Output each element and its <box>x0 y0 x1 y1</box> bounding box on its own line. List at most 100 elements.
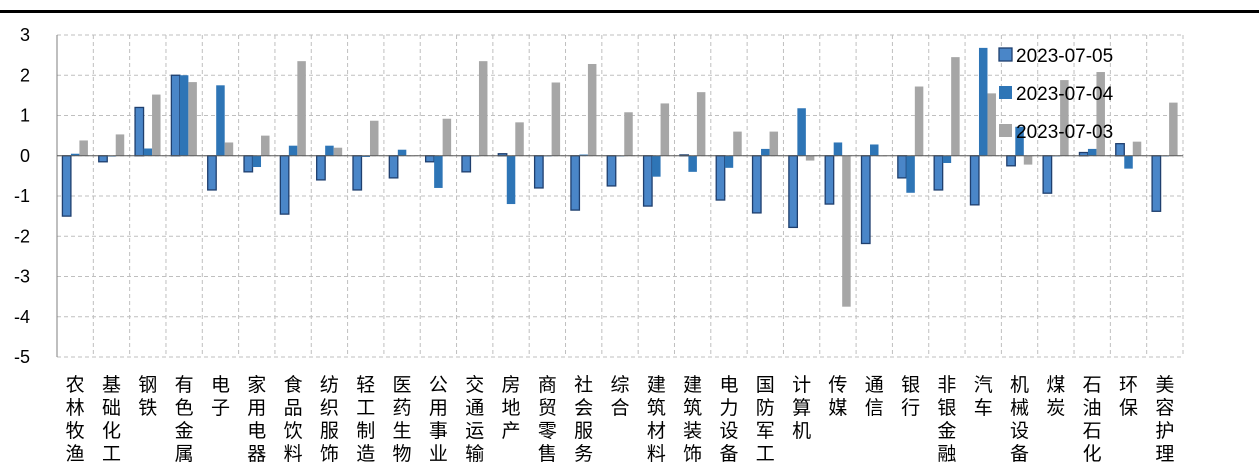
gridlines <box>56 34 1184 358</box>
bar-2023-07-05 <box>461 155 472 173</box>
bar-2023-07-03 <box>442 118 452 156</box>
bar-2023-07-04 <box>216 85 225 156</box>
bar-2023-07-05 <box>424 155 435 163</box>
category-label: 医药生物 <box>393 374 412 465</box>
category-label: 电子 <box>211 374 230 419</box>
bar-2023-07-05 <box>207 155 217 191</box>
y-tick-label: 1 <box>20 106 30 126</box>
bar-2023-07-05 <box>788 155 799 229</box>
bar-2023-07-04 <box>942 155 952 163</box>
bar-2023-07-04 <box>906 155 915 193</box>
bar-2023-07-03 <box>551 82 561 156</box>
category-label: 机械设备 <box>1010 374 1029 465</box>
legend-swatch <box>999 124 1012 137</box>
bar-2023-07-03 <box>805 155 815 161</box>
bar-2023-07-03 <box>369 120 379 156</box>
bar-2023-07-05 <box>933 155 944 191</box>
category-label: 煤炭 <box>1046 374 1065 419</box>
bar-2023-07-04 <box>434 155 443 188</box>
bar-2023-07-04 <box>325 145 334 156</box>
bar-2023-07-03 <box>261 135 270 156</box>
legend: 2023-07-05 2023-07-04 2023-07-03 <box>998 46 1114 143</box>
bar-2023-07-03 <box>587 63 597 156</box>
bar-2023-07-05 <box>352 155 363 191</box>
y-axis-tick-labels: 3 2 1 0 -1 -2 -3 -4 -5 <box>14 25 30 367</box>
bar-2023-07-03 <box>624 112 633 156</box>
bar-2023-07-04 <box>1124 155 1133 169</box>
bar-2023-07-05 <box>751 155 762 214</box>
bar-2023-07-04 <box>761 148 770 156</box>
category-label: 农林牧渔 <box>66 374 85 465</box>
category-label: 钢铁 <box>138 374 157 419</box>
bar-2023-07-05 <box>860 155 871 245</box>
bar-2023-07-03 <box>515 122 524 156</box>
legend-swatch <box>998 47 1013 62</box>
bar-2023-07-04 <box>724 155 734 168</box>
y-tick-label: 0 <box>20 146 30 166</box>
legend-swatch <box>999 86 1012 99</box>
bar-2023-07-05 <box>715 155 726 201</box>
bar-2023-07-03 <box>152 94 161 156</box>
category-label: 建筑材料 <box>647 374 666 465</box>
legend-label: 2023-07-03 <box>1016 122 1113 143</box>
legend-label: 2023-07-04 <box>1016 84 1114 105</box>
bar-2023-07-05 <box>170 74 181 157</box>
category-label: 基础化工 <box>102 374 121 465</box>
y-tick-label: -2 <box>14 226 30 246</box>
category-label: 通信 <box>865 374 884 419</box>
category-label: 公用事业 <box>429 374 448 465</box>
category-label: 房地产 <box>502 374 521 442</box>
category-label: 环保 <box>1119 374 1138 419</box>
bar-2023-07-05 <box>61 155 72 217</box>
top-border-line <box>0 10 1259 13</box>
bar-2023-07-03 <box>1023 155 1033 165</box>
category-label: 社会服务 <box>574 374 593 465</box>
bar-2023-07-04 <box>143 148 153 156</box>
bar-2023-07-05 <box>316 155 326 181</box>
bar-2023-07-05 <box>388 155 399 179</box>
bar-2023-07-03 <box>660 103 670 156</box>
bar-2023-07-03 <box>478 61 488 156</box>
bar-2023-07-04 <box>579 154 588 156</box>
category-label: 轻工制造 <box>356 374 375 465</box>
bar-2023-07-03 <box>842 155 851 307</box>
bar-2023-07-03 <box>224 142 234 156</box>
category-label: 建筑装饰 <box>683 374 702 465</box>
bar-2023-07-03 <box>1132 141 1142 156</box>
bar-2023-07-04 <box>1087 148 1097 156</box>
bar-2023-07-04 <box>833 142 843 156</box>
bar-2023-07-03 <box>769 131 779 156</box>
bar-2023-07-05 <box>98 155 108 163</box>
bar-2023-07-04 <box>506 155 516 205</box>
bar-2023-07-03 <box>733 131 742 156</box>
bar-2023-07-04 <box>252 155 262 168</box>
bar-2023-07-05 <box>570 155 581 211</box>
bar-2023-07-03 <box>951 57 960 156</box>
category-label: 食品饮料 <box>284 374 303 465</box>
bar-2023-07-04 <box>797 108 806 156</box>
bar-2023-07-05 <box>1151 155 1162 212</box>
bar-2023-07-03 <box>188 82 197 156</box>
category-label: 美容护理 <box>1155 374 1174 465</box>
bar-2023-07-03 <box>1096 72 1105 156</box>
category-label: 石油石化 <box>1083 374 1102 465</box>
bar-2023-07-05 <box>897 155 907 179</box>
bars <box>57 47 1183 307</box>
y-tick-label: -4 <box>14 307 30 327</box>
bar-2023-07-03 <box>1060 80 1069 156</box>
category-label: 传媒 <box>828 374 847 419</box>
bar-2023-07-05 <box>279 155 290 215</box>
category-label: 交通运输 <box>465 374 484 465</box>
bar-2023-07-04 <box>870 144 879 156</box>
bar-2023-07-05 <box>533 155 544 189</box>
category-label: 纺织服饰 <box>320 374 339 465</box>
category-label: 非银金融 <box>937 374 956 465</box>
bar-2023-07-04 <box>397 149 407 156</box>
x-axis-category-labels: 农林牧渔基础化工钢铁有色金属电子家用电器食品饮料纺织服饰轻工制造医药生物公用事业… <box>66 374 1175 465</box>
bar-2023-07-03 <box>115 134 125 156</box>
bar-2023-07-03 <box>297 61 306 156</box>
y-tick-label: -3 <box>14 267 30 287</box>
category-label: 综合 <box>610 374 629 419</box>
y-tick-label: 2 <box>20 65 30 85</box>
